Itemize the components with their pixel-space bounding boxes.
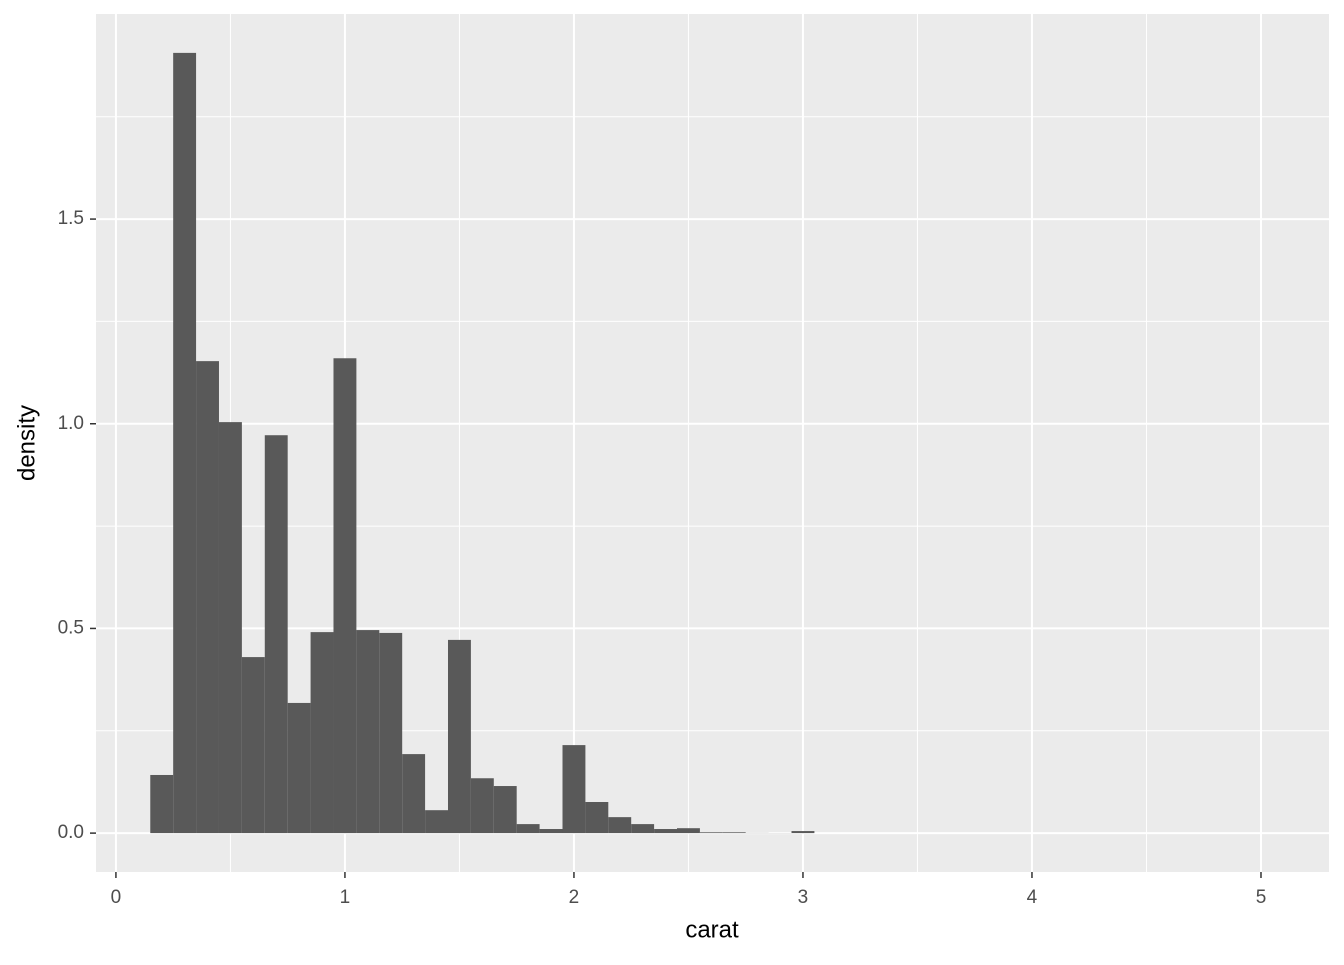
x-tick-label: 0 — [111, 887, 122, 908]
bar — [402, 754, 425, 833]
y-tick-label: 1.0 — [58, 413, 84, 434]
bar — [723, 832, 746, 833]
y-tick-label: 0.5 — [58, 617, 84, 638]
bar — [173, 53, 196, 833]
bar — [654, 829, 677, 833]
bar — [631, 824, 654, 833]
bar — [585, 802, 608, 833]
bar — [219, 422, 242, 833]
bar — [471, 778, 494, 833]
bar — [311, 632, 334, 833]
bar — [494, 786, 517, 833]
bar — [517, 824, 540, 833]
bar — [242, 657, 265, 833]
y-tick-label: 1.5 — [58, 208, 84, 229]
bar — [448, 640, 471, 833]
bar — [792, 831, 815, 833]
bar — [288, 703, 311, 833]
bar — [700, 832, 723, 833]
bar — [425, 810, 448, 833]
x-tick-label: 1 — [340, 887, 351, 908]
bar — [608, 817, 631, 833]
x-tick-label: 2 — [569, 887, 580, 908]
y-axis-title: density — [13, 405, 40, 481]
x-tick-label: 4 — [1027, 887, 1038, 908]
bar — [150, 775, 173, 833]
bar — [677, 828, 700, 833]
x-axis-title: carat — [685, 916, 739, 943]
x-tick-label: 5 — [1256, 887, 1267, 908]
bar — [265, 435, 288, 833]
bar — [562, 745, 585, 833]
y-tick-label: 0.0 — [58, 822, 84, 843]
bar — [379, 633, 402, 833]
bar — [333, 358, 356, 833]
x-tick-label: 3 — [798, 887, 809, 908]
bar — [196, 361, 219, 833]
bar — [356, 630, 379, 833]
bar — [540, 829, 563, 833]
